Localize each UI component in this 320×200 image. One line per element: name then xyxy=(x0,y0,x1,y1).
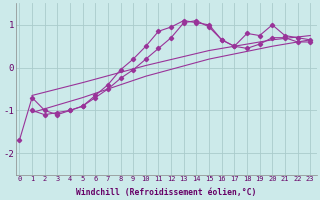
X-axis label: Windchill (Refroidissement éolien,°C): Windchill (Refroidissement éolien,°C) xyxy=(76,188,256,197)
